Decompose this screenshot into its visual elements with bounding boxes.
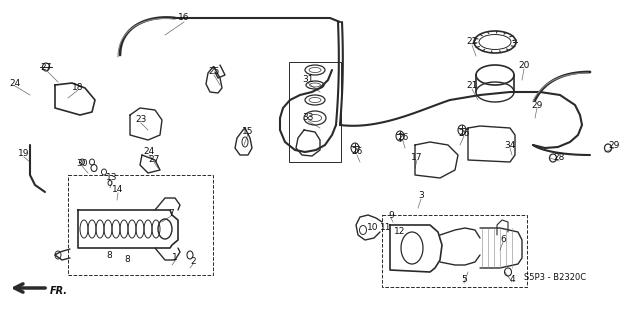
- Text: 1: 1: [172, 254, 178, 263]
- Text: FR.: FR.: [50, 286, 68, 296]
- Text: 22: 22: [467, 38, 477, 47]
- Text: 8: 8: [124, 256, 130, 264]
- Text: 11: 11: [380, 224, 392, 233]
- Text: 19: 19: [19, 150, 29, 159]
- Text: 7: 7: [168, 209, 174, 218]
- Text: 25: 25: [208, 68, 220, 77]
- Text: 2: 2: [190, 256, 196, 265]
- Text: 17: 17: [412, 152, 423, 161]
- Text: 15: 15: [243, 127, 253, 136]
- Bar: [289, 62, 341, 162]
- Text: 26: 26: [397, 133, 409, 143]
- Text: 8: 8: [106, 250, 112, 259]
- Text: 27: 27: [148, 154, 160, 164]
- Text: 24: 24: [143, 147, 155, 157]
- Text: 9: 9: [388, 211, 394, 219]
- Text: 29: 29: [531, 100, 543, 109]
- Text: 10: 10: [367, 224, 379, 233]
- Text: 27: 27: [40, 63, 52, 71]
- Text: 13: 13: [106, 174, 118, 182]
- Bar: [382, 215, 527, 287]
- Text: 16: 16: [179, 13, 189, 23]
- Text: 29: 29: [608, 140, 620, 150]
- Text: 5: 5: [461, 276, 467, 285]
- Bar: [68, 175, 213, 275]
- Text: 26: 26: [458, 129, 470, 137]
- Text: 14: 14: [112, 186, 124, 195]
- Text: 23: 23: [135, 115, 147, 124]
- Text: 26: 26: [351, 147, 363, 157]
- Text: 3: 3: [418, 191, 424, 201]
- Text: 28: 28: [554, 153, 564, 162]
- Text: 34: 34: [504, 140, 516, 150]
- Text: 6: 6: [500, 234, 506, 243]
- Text: 4: 4: [509, 275, 515, 284]
- Text: 31: 31: [302, 76, 314, 85]
- Text: 18: 18: [72, 83, 84, 92]
- Text: 24: 24: [10, 78, 20, 87]
- Text: S5P3 - B2320C: S5P3 - B2320C: [524, 273, 586, 283]
- Text: 12: 12: [394, 227, 406, 236]
- Text: 21: 21: [467, 81, 477, 91]
- Text: 30: 30: [76, 159, 88, 167]
- Text: 20: 20: [518, 62, 530, 70]
- Text: 33: 33: [302, 114, 314, 122]
